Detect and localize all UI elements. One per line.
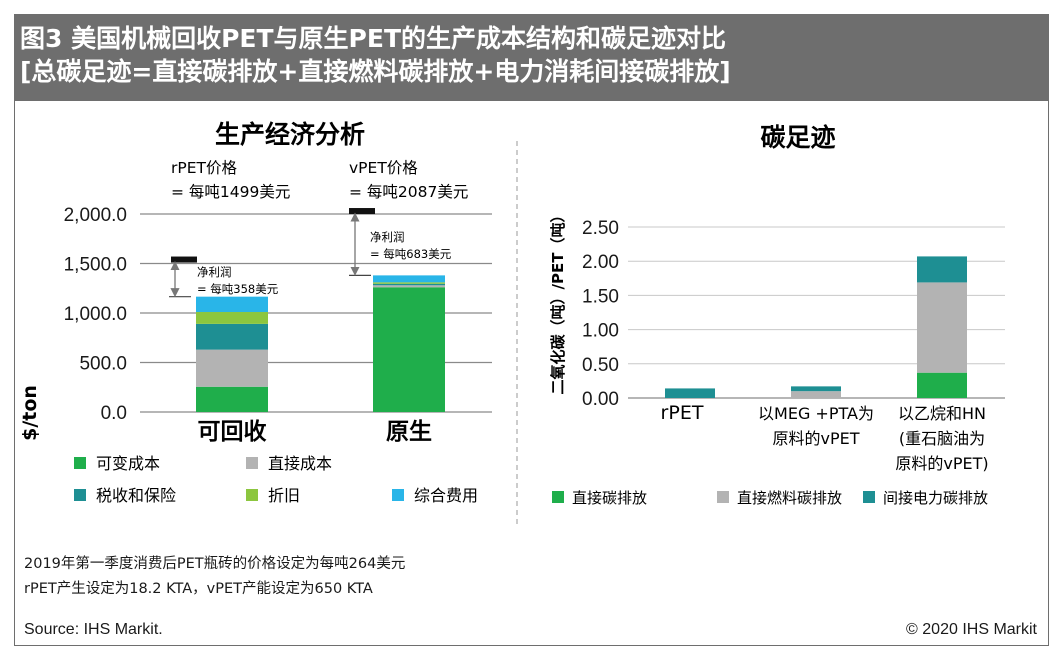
carbon-y-tick-label: 1.00 bbox=[582, 321, 619, 342]
carbon-legend: 直接碳排放 直接燃料碳排放 间接电力碳排放 bbox=[552, 489, 988, 507]
economics-legend-swatch bbox=[74, 489, 86, 501]
economics-bar-segment bbox=[373, 287, 445, 412]
carbon-y-tick-label: 0.50 bbox=[582, 355, 619, 376]
economics-bar-segment bbox=[196, 312, 268, 324]
figure-title-line2: [总碳足迹=直接碳排放+直接燃料碳排放+电力消耗间接碳排放] bbox=[20, 57, 731, 86]
economics-bar-segment bbox=[373, 275, 445, 283]
carbon-bar-segment bbox=[665, 388, 715, 398]
economics-bar-segment bbox=[196, 386, 268, 412]
economics-legend-swatch bbox=[392, 489, 404, 501]
economics-y-tick-label: 500.0 bbox=[79, 354, 127, 375]
price-label-title: vPET价格 bbox=[349, 159, 418, 177]
carbon-category-label: (重石脑油为 bbox=[899, 429, 985, 448]
carbon-category-label: 原料的vPET bbox=[772, 429, 859, 448]
economics-y-tick-label: 2,000.0 bbox=[64, 205, 127, 226]
carbon-y-tick-label: 2.50 bbox=[582, 218, 619, 239]
economics-bar-segment bbox=[196, 296, 268, 313]
economics-legend-swatch bbox=[246, 457, 258, 469]
carbon-bar-segment bbox=[791, 386, 841, 392]
economics-bar-segment bbox=[373, 283, 445, 286]
charts-canvas: 生产经济分析 $/ton 0.0 500.0 1,000.0 1,500.0 2,000… bbox=[19, 120, 1005, 526]
price-label-title: rPET价格 bbox=[171, 159, 237, 177]
figure-header: 图3 美国机械回收PET与原生PET的生产成本结构和碳足迹对比 [总碳足迹=直接… bbox=[14, 14, 1049, 101]
economics-legend-label: 税收和保险 bbox=[96, 486, 176, 505]
carbon-y-tick-label: 0.00 bbox=[582, 389, 619, 410]
price-label-value: = 每吨2087美元 bbox=[349, 183, 468, 201]
note-line-1: 2019年第一季度消费后PET瓶砖的价格设定为每吨264美元 bbox=[24, 556, 406, 572]
economics-legend-label: 折旧 bbox=[268, 486, 300, 505]
profit-label-value: = 每吨683美元 bbox=[370, 247, 452, 261]
carbon-category-label: 以乙烷和HN bbox=[898, 404, 986, 423]
economics-bar-segment bbox=[373, 285, 445, 288]
economics-bar-segment bbox=[196, 349, 268, 387]
price-marker bbox=[349, 208, 375, 215]
carbon-y-axis-label-group: 二氧化碳（吨）/PET（吨） bbox=[549, 208, 567, 395]
carbon-chart: 碳足迹 二氧化碳（吨）/PET（吨） 0.00 0.50 1.00 1.50 2.00 2… bbox=[549, 123, 1005, 473]
profit-label-title: 净利润 bbox=[370, 230, 405, 244]
economics-y-tick-label: 0.0 bbox=[101, 403, 127, 424]
carbon-category-label: rPET bbox=[661, 402, 704, 424]
figure-title-line1: 图3 美国机械回收PET与原生PET的生产成本结构和碳足迹对比 bbox=[20, 24, 727, 53]
profit-label-value: = 每吨358美元 bbox=[197, 282, 279, 296]
economics-legend-swatch bbox=[246, 489, 258, 501]
economics-legend-label: 直接成本 bbox=[268, 454, 332, 473]
price-marker bbox=[171, 256, 197, 263]
carbon-category-label: 原料的vPET) bbox=[895, 454, 988, 473]
profit-label-title: 净利润 bbox=[197, 265, 232, 279]
copyright-notice: © 2020 IHS Markit bbox=[906, 621, 1037, 638]
carbon-legend-label: 间接电力碳排放 bbox=[883, 489, 988, 507]
carbon-y-axis-label: 二氧化碳（吨）/PET（吨） bbox=[549, 208, 567, 395]
economics-chart: 生产经济分析 $/ton 0.0 500.0 1,000.0 1,500.0 2,000… bbox=[19, 120, 492, 445]
economics-y-tick-label: 1,500.0 bbox=[64, 255, 127, 276]
economics-y-tick-label: 1,000.0 bbox=[64, 304, 127, 325]
economics-chart-title: 生产经济分析 bbox=[215, 120, 365, 149]
carbon-chart-title: 碳足迹 bbox=[760, 123, 835, 152]
economics-legend-label: 可变成本 bbox=[96, 454, 160, 473]
economics-bar-segment bbox=[196, 323, 268, 350]
carbon-category-label: 以MEG +PTA为 bbox=[758, 404, 874, 423]
carbon-y-tick-label: 2.00 bbox=[582, 252, 619, 273]
price-label-value: = 每吨1499美元 bbox=[171, 183, 290, 201]
carbon-legend-label: 直接燃料碳排放 bbox=[737, 489, 842, 507]
economics-bar-segment bbox=[373, 282, 445, 284]
source-credit: Source: IHS Markit. bbox=[24, 621, 163, 638]
carbon-legend-swatch bbox=[717, 491, 729, 503]
carbon-legend-swatch bbox=[552, 491, 564, 503]
economics-category-label: 原生 bbox=[386, 419, 432, 445]
carbon-bar-segment bbox=[917, 282, 967, 373]
figure-frame bbox=[14, 101, 1049, 646]
carbon-y-tick-label: 1.50 bbox=[582, 286, 619, 307]
economics-legend-label: 综合费用 bbox=[414, 486, 478, 505]
note-line-2: rPET产生设定为18.2 KTA，vPET产能设定为650 KTA bbox=[24, 581, 373, 597]
carbon-bar-segment bbox=[791, 391, 841, 398]
economics-category-label: 可回收 bbox=[198, 418, 267, 445]
carbon-legend-swatch bbox=[863, 491, 875, 503]
economics-y-axis-label: $/ton bbox=[19, 385, 41, 441]
carbon-legend-label: 直接碳排放 bbox=[572, 489, 647, 507]
economics-legend-swatch bbox=[74, 457, 86, 469]
carbon-bar-segment bbox=[917, 256, 967, 283]
carbon-bar-segment bbox=[917, 372, 967, 398]
